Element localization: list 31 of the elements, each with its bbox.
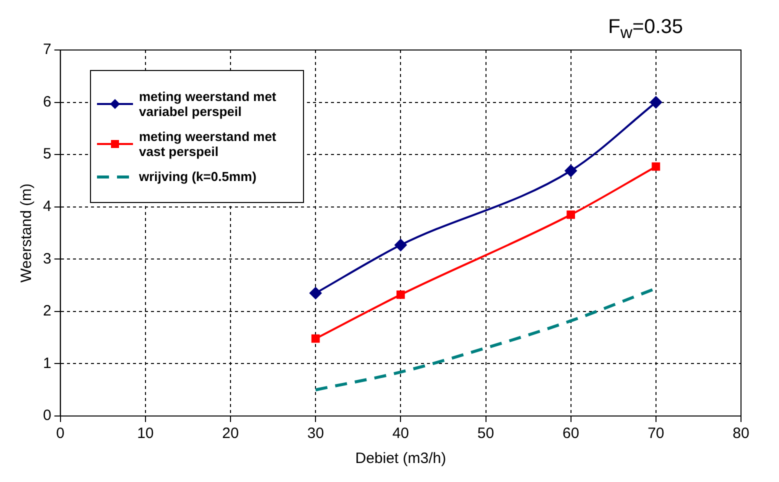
y-axis-title: Weerstand (m) <box>18 184 36 282</box>
chart-title: F$_{w}$=0.35 <box>608 16 683 43</box>
legend-label: meting weerstand met variabel perspeil <box>139 89 278 119</box>
point <box>564 164 577 177</box>
y-tick-label: 7 <box>43 41 52 58</box>
x-tick-label: 20 <box>222 425 239 442</box>
x-tick-label: 50 <box>477 425 494 442</box>
legend-label: wrijving (k=0.5mm) <box>139 169 256 184</box>
x-tick-label: 30 <box>307 425 324 442</box>
y-tick-label: 5 <box>43 146 52 163</box>
legend-label: meting weerstand met vast perspeil <box>139 129 278 159</box>
x-tick-label: 80 <box>732 425 750 442</box>
point <box>311 334 320 343</box>
y-tick-label: 3 <box>43 250 52 268</box>
point <box>652 162 660 171</box>
x-tick-label: 60 <box>562 425 580 442</box>
point <box>566 210 576 219</box>
x-tick-label: 0 <box>56 425 65 442</box>
x-tick-label: 10 <box>137 425 154 442</box>
point <box>650 96 662 108</box>
point <box>310 287 322 300</box>
x-tick-label: 70 <box>648 425 664 442</box>
y-tick-label: 0 <box>43 407 52 424</box>
y-tick-label: 1 <box>43 354 52 372</box>
point <box>394 239 407 252</box>
y-tick-label: 4 <box>43 198 52 215</box>
point <box>396 290 405 299</box>
y-tick-label: 2 <box>43 302 52 320</box>
x-tick-label: 40 <box>392 425 410 442</box>
y-tick-label: 6 <box>43 93 52 110</box>
x-axis-title: Debiet (m3/h) <box>355 450 446 468</box>
